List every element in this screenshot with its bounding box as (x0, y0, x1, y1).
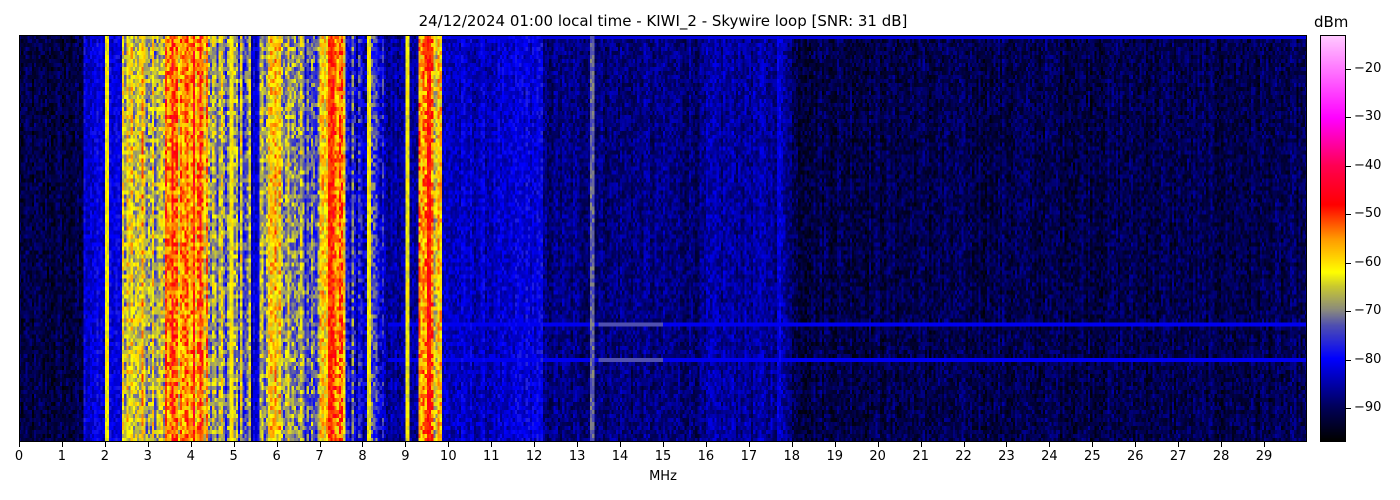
colorbar-tick (1346, 359, 1351, 361)
x-tick (963, 442, 965, 447)
colorbar-tick (1346, 214, 1351, 216)
x-tick (620, 442, 622, 447)
x-tick-label: 25 (1084, 449, 1101, 464)
x-tick-label: 9 (401, 449, 410, 464)
colorbar-tick-label: −80 (1354, 351, 1382, 367)
x-tick-label: 20 (869, 449, 886, 464)
x-tick (1006, 442, 1008, 447)
colorbar (1320, 35, 1346, 442)
x-tick (534, 442, 536, 447)
x-tick-label: 11 (482, 449, 500, 464)
x-tick (190, 442, 192, 447)
x-tick-label: 7 (315, 449, 324, 464)
x-tick (1264, 442, 1266, 447)
x-tick (319, 442, 321, 447)
colorbar-tick-label: −40 (1354, 157, 1382, 173)
colorbar-tick (1346, 117, 1351, 119)
x-tick-label: 14 (611, 449, 629, 464)
x-tick-label: 18 (783, 449, 801, 464)
x-tick-label: 5 (229, 449, 238, 464)
x-tick (19, 442, 20, 447)
x-tick (705, 442, 707, 447)
x-tick (1092, 442, 1094, 447)
chart-title: 24/12/2024 01:00 local time - KIWI_2 - S… (418, 12, 908, 30)
x-tick (448, 442, 450, 447)
x-tick (405, 442, 407, 447)
x-tick-label: 15 (654, 449, 672, 464)
x-tick (276, 442, 278, 447)
colorbar-tick (1346, 311, 1351, 313)
x-axis-label: MHz (649, 469, 677, 484)
waterfall-heatmap (19, 35, 1307, 442)
x-tick (104, 442, 106, 447)
x-tick-label: 23 (998, 449, 1015, 464)
colorbar-tick (1346, 262, 1351, 264)
x-tick (147, 442, 149, 447)
colorbar-tick-label: −90 (1354, 400, 1382, 416)
x-tick (791, 442, 793, 447)
x-tick-label: 2 (100, 449, 109, 464)
x-tick-label: 26 (1126, 449, 1144, 464)
colorbar-tick-label: −60 (1354, 254, 1382, 270)
x-tick-label: 29 (1255, 449, 1273, 464)
x-tick (61, 442, 63, 447)
x-tick-label: 19 (826, 449, 843, 464)
colorbar-tick (1346, 165, 1351, 167)
colorbar-tick-label: −70 (1354, 303, 1382, 319)
x-tick-label: 4 (186, 449, 195, 464)
x-tick-label: 17 (740, 449, 758, 464)
colorbar-tick (1346, 68, 1351, 70)
x-tick-label: 6 (272, 449, 281, 464)
x-tick (877, 442, 879, 447)
colorbar-tick (1346, 408, 1351, 410)
x-tick-label: 21 (912, 449, 929, 464)
x-tick-label: 8 (358, 449, 367, 464)
colorbar-tick-label: −20 (1354, 60, 1382, 76)
colorbar-tick-label: −50 (1354, 206, 1382, 222)
x-tick (920, 442, 922, 447)
x-tick-label: 3 (143, 449, 152, 464)
x-tick-label: 13 (568, 449, 586, 464)
x-tick-label: 12 (525, 449, 543, 464)
x-tick (834, 442, 836, 447)
x-tick-label: 22 (955, 449, 972, 464)
x-tick (1135, 442, 1137, 447)
x-tick (663, 442, 664, 447)
x-tick (491, 442, 493, 447)
x-tick-label: 28 (1212, 449, 1230, 464)
x-tick (362, 442, 364, 447)
colorbar-label: dBm (1314, 13, 1349, 31)
x-tick (577, 442, 579, 447)
x-tick (233, 442, 235, 447)
x-tick-label: 0 (14, 449, 24, 464)
x-tick (748, 442, 750, 447)
x-tick-label: 27 (1169, 449, 1187, 464)
x-tick (1049, 442, 1051, 447)
x-tick-label: 24 (1041, 449, 1058, 464)
x-tick (1221, 442, 1223, 447)
x-tick (1178, 442, 1180, 447)
x-tick-label: 1 (57, 449, 67, 464)
x-tick-label: 10 (440, 449, 457, 464)
colorbar-tick-label: −30 (1354, 109, 1382, 125)
x-tick-label: 16 (697, 449, 715, 464)
